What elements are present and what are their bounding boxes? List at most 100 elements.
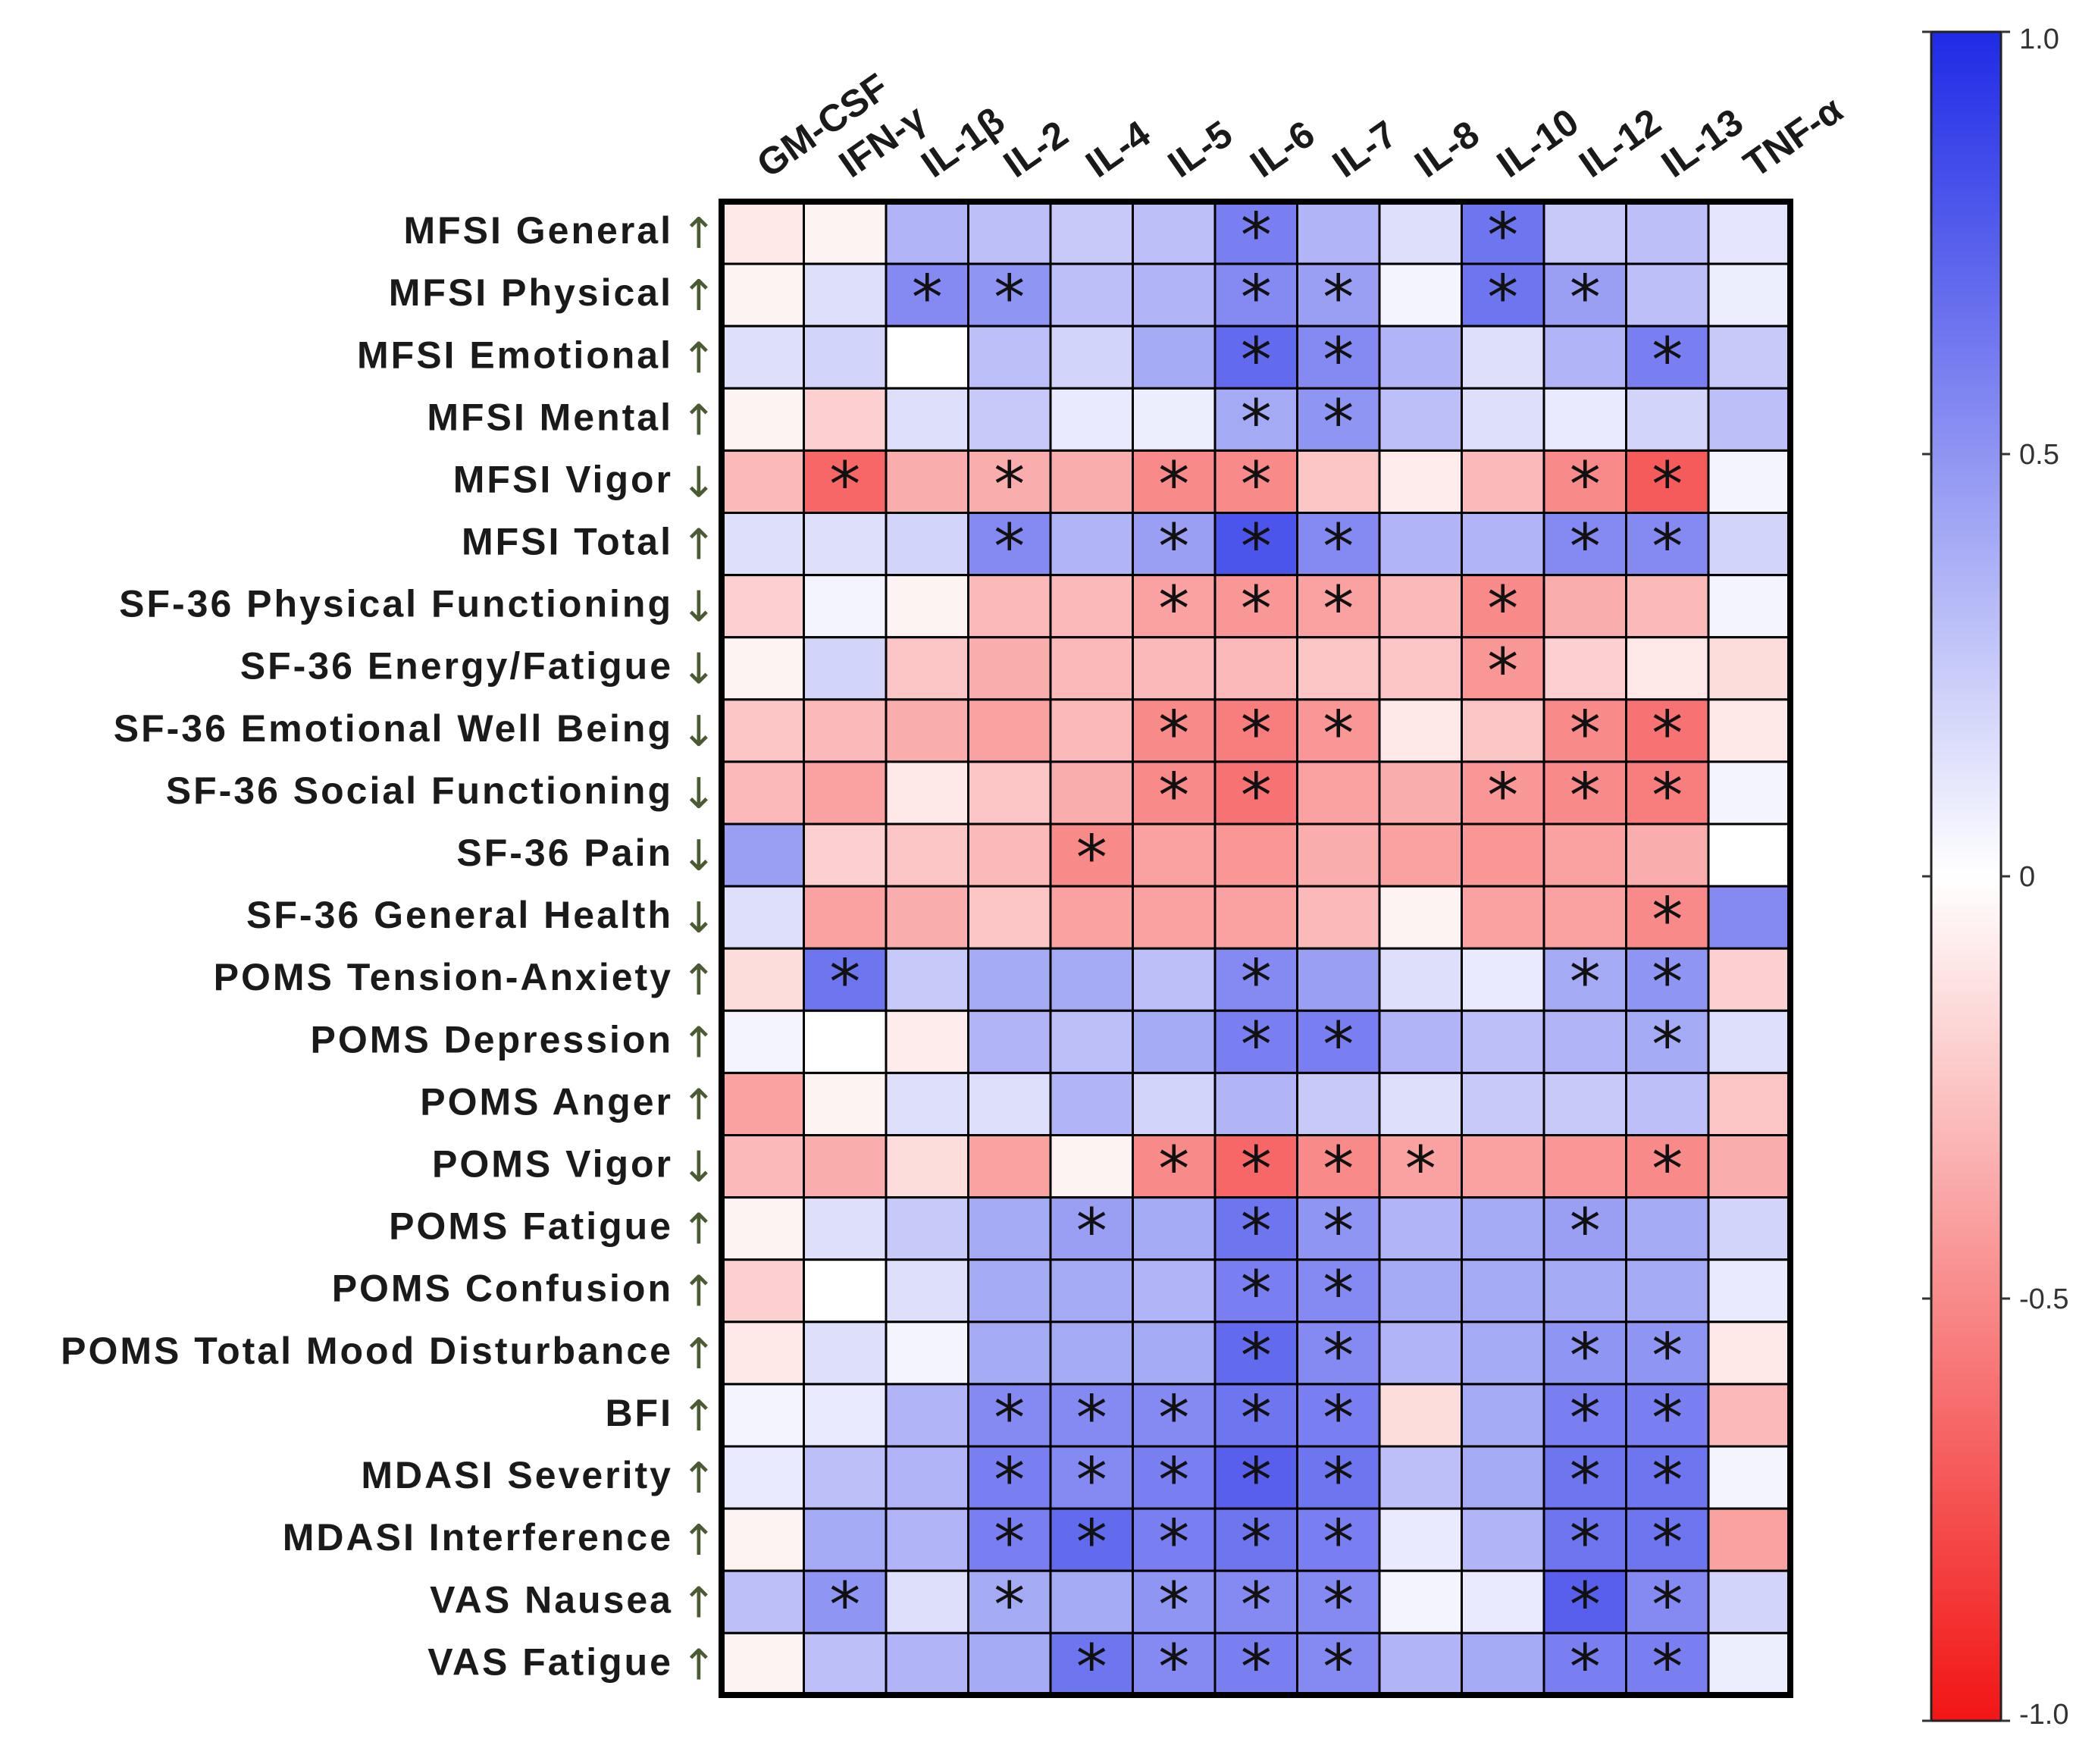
heatmap-cell: [1461, 1631, 1545, 1697]
heatmap-cell: [967, 760, 1052, 826]
heatmap-cell: [1707, 1383, 1792, 1448]
heatmap-cell: [1625, 760, 1710, 826]
significance-star: *: [994, 1445, 1025, 1517]
significance-star: *: [1076, 1383, 1107, 1455]
significance-star: *: [1158, 1569, 1189, 1641]
arrow-up-icon: ↑: [681, 209, 717, 258]
column-label: IL-13: [1654, 100, 1751, 186]
heatmap-cell: [1132, 822, 1217, 888]
heatmap-cell: [1542, 200, 1627, 265]
heatmap-cell: [1378, 1383, 1463, 1448]
significance-star: *: [1652, 1569, 1683, 1641]
heatmap-cell: [1296, 1321, 1381, 1386]
heatmap-cell: [1132, 324, 1217, 390]
heatmap-cell: [1378, 1507, 1463, 1572]
significance-star: *: [1652, 1009, 1683, 1081]
significance-star: *: [1323, 512, 1354, 584]
significance-star: *: [1241, 1507, 1272, 1579]
heatmap-cell: [803, 760, 888, 826]
heatmap-cell: [1542, 1009, 1627, 1074]
significance-star: *: [1076, 1196, 1107, 1268]
row-label: MDASI Severity: [361, 1454, 673, 1496]
heatmap-cell: [1461, 1321, 1545, 1386]
row-labels: MFSI General ↑MFSI Physical ↑MFSI Emotiona…: [61, 209, 716, 1690]
row-label: MFSI General: [403, 209, 673, 252]
significance-star: *: [1241, 760, 1272, 832]
significance-star: *: [1487, 760, 1518, 832]
row-label: SF-36 Energy/Fatigue: [240, 645, 673, 688]
heatmap-cell: [1707, 636, 1792, 701]
arrow-up-icon: ↑: [681, 1392, 717, 1441]
heatmap-cell: [1132, 1445, 1217, 1510]
heatmap-cell: [1296, 885, 1381, 950]
heatmap-cell: [1625, 822, 1710, 888]
heatmap-cell: [1461, 822, 1545, 888]
arrow-up-icon: ↑: [681, 956, 717, 1005]
arrow-up-icon: ↑: [681, 521, 717, 570]
heatmap-cell: [1378, 262, 1463, 327]
heatmap-cell: [967, 885, 1052, 950]
significance-star: *: [1241, 512, 1272, 584]
heatmap-cell: [1132, 449, 1217, 515]
significance-star: *: [1323, 1383, 1354, 1455]
significance-star: *: [1076, 1445, 1107, 1517]
significance-star: *: [994, 1507, 1025, 1579]
heatmap-cell: [803, 1196, 888, 1261]
heatmap-cell: [967, 636, 1052, 701]
heatmap-cell: [1625, 262, 1710, 327]
heatmap-cell: [1049, 1009, 1134, 1074]
significance-star: *: [1323, 698, 1354, 770]
heatmap-cell: [1132, 1258, 1217, 1324]
significance-star: *: [1652, 1631, 1683, 1703]
heatmap-cell: [1378, 1071, 1463, 1137]
heatmap-cell: [1542, 1507, 1627, 1572]
heatmap-cell: [1296, 947, 1381, 1012]
heatmap-cell: [1049, 698, 1134, 763]
heatmap-cell: [1461, 574, 1545, 639]
heatmap-cell: [1132, 947, 1217, 1012]
heatmap-cell: [1461, 698, 1545, 763]
heatmap-cell: [1542, 1071, 1627, 1137]
heatmap-cell: [885, 1071, 969, 1137]
heatmap-cell: [885, 1196, 969, 1261]
heatmap-cell: [885, 512, 969, 577]
heatmap-cell: [885, 1009, 969, 1074]
significance-star: *: [1241, 1196, 1272, 1268]
heatmap-cell: [1296, 636, 1381, 701]
column-label: TNF-α: [1736, 88, 1850, 186]
heatmap-cell: [1625, 574, 1710, 639]
heatmap-cell: [1132, 1196, 1217, 1261]
arrow-down-icon: ↓: [681, 832, 717, 881]
heatmap-cell: [1707, 387, 1792, 452]
heatmap-cell: [803, 636, 888, 701]
heatmap-cell: [885, 387, 969, 452]
arrow-down-icon: ↓: [681, 645, 717, 694]
significance-star: *: [1241, 1383, 1272, 1455]
heatmap-cell: [1707, 698, 1792, 763]
arrow-up-icon: ↑: [681, 334, 717, 383]
significance-star: *: [1652, 1383, 1683, 1455]
heatmap-cell: [1049, 822, 1134, 888]
significance-star: *: [1652, 449, 1683, 521]
arrow-up-icon: ↑: [681, 1454, 717, 1503]
heatmap-cell: [1542, 262, 1627, 327]
significance-star: *: [1158, 1383, 1189, 1455]
heatmap-cell: [720, 324, 805, 390]
heatmap-cell: [1542, 698, 1627, 763]
significance-star: *: [1652, 760, 1683, 832]
significance-star: *: [912, 262, 943, 334]
heatmap-cell: [720, 885, 805, 950]
significance-star: *: [1241, 200, 1272, 272]
significance-star: *: [1323, 1569, 1354, 1641]
heatmap-cell: [1378, 1569, 1463, 1634]
heatmap-cell: [1707, 1569, 1792, 1634]
heatmap-cell: [1625, 1196, 1710, 1261]
significance-star: *: [1487, 636, 1518, 708]
arrow-down-icon: ↓: [681, 458, 717, 507]
heatmap-cell: [1049, 1196, 1134, 1261]
heatmap-cell: [967, 822, 1052, 888]
heatmap-cell: [1049, 636, 1134, 701]
colorbar-tick-label: 0.5: [2019, 439, 2059, 471]
significance-star: *: [1158, 1445, 1189, 1517]
significance-star: *: [1158, 760, 1189, 832]
